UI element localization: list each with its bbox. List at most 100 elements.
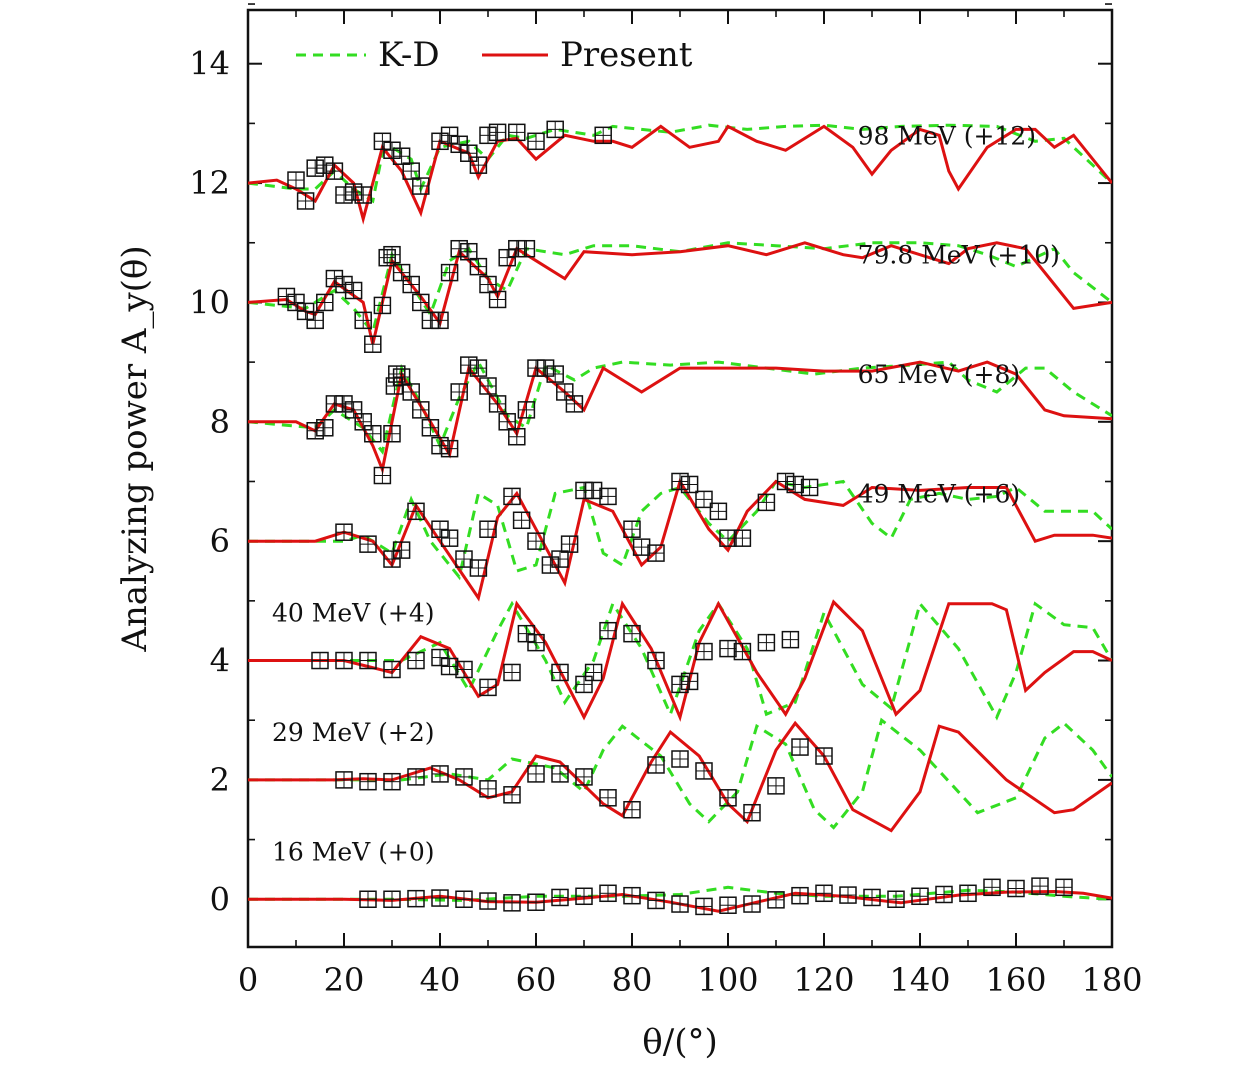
data-point bbox=[421, 419, 440, 437]
data-point bbox=[469, 359, 488, 377]
data-point bbox=[440, 439, 459, 458]
data-point bbox=[359, 651, 377, 670]
data-point bbox=[479, 377, 497, 395]
y-tick-label: 8 bbox=[210, 403, 230, 441]
data-point bbox=[407, 768, 425, 786]
data-point bbox=[508, 427, 526, 446]
data-point bbox=[632, 538, 651, 556]
kd-curve bbox=[248, 241, 1112, 336]
data-point bbox=[488, 290, 507, 309]
data-point bbox=[560, 535, 579, 553]
data-point bbox=[599, 487, 617, 506]
data-point bbox=[354, 413, 372, 431]
data-point bbox=[623, 800, 641, 819]
energy-labels-layer: 16 MeV (+0) 29 MeV (+2) 40 MeV (+4) 49 MeV … bbox=[272, 121, 1060, 866]
data-point bbox=[743, 803, 761, 822]
data-point bbox=[781, 630, 800, 649]
data-point bbox=[695, 642, 713, 661]
data-point bbox=[440, 126, 459, 145]
data-point bbox=[733, 642, 752, 661]
data-point bbox=[1031, 877, 1049, 895]
data-point bbox=[335, 771, 353, 789]
data-point bbox=[767, 777, 785, 795]
data-point bbox=[383, 772, 401, 791]
data-point bbox=[695, 897, 713, 916]
data-point bbox=[517, 239, 536, 258]
data-point bbox=[527, 532, 545, 550]
data-point bbox=[503, 663, 521, 682]
data-point bbox=[1007, 879, 1025, 898]
data-point bbox=[392, 147, 411, 165]
data-point bbox=[527, 633, 545, 652]
data-point bbox=[517, 401, 536, 419]
data-point bbox=[709, 502, 728, 521]
data-point bbox=[680, 672, 699, 691]
data-point bbox=[527, 132, 545, 151]
x-tick-label: 160 bbox=[985, 961, 1046, 999]
data-point bbox=[556, 383, 574, 401]
data-point bbox=[546, 365, 564, 383]
data-point bbox=[503, 786, 521, 804]
data-point bbox=[839, 886, 857, 904]
data-point bbox=[479, 275, 497, 294]
data-point bbox=[695, 762, 713, 780]
data-point bbox=[359, 772, 377, 791]
data-point bbox=[623, 624, 641, 643]
data-point bbox=[335, 395, 353, 413]
data-point bbox=[733, 529, 752, 547]
data-point bbox=[306, 422, 324, 440]
y-tick-label: 12 bbox=[189, 164, 230, 202]
x-tick-label: 20 bbox=[324, 961, 365, 999]
data-point bbox=[460, 356, 478, 374]
data-point bbox=[546, 120, 564, 139]
data-point bbox=[983, 878, 1001, 897]
data-point bbox=[316, 156, 334, 174]
data-point bbox=[719, 639, 737, 658]
data-point bbox=[325, 162, 344, 180]
x-tick-label: 40 bbox=[420, 961, 461, 999]
plot-frame-layer: 0 20 40 60 80 100 120 140 160 180 0 2 4 6 8 10 12 14 θ/(°)… bbox=[115, 3, 1143, 1062]
data-point bbox=[671, 750, 689, 768]
kd-curve bbox=[248, 717, 1112, 830]
data-point bbox=[407, 651, 425, 670]
data-point bbox=[344, 183, 363, 201]
data-point bbox=[373, 296, 392, 315]
data-point bbox=[647, 651, 665, 670]
data-point bbox=[431, 889, 449, 907]
present-curve bbox=[248, 599, 1112, 722]
data-point bbox=[791, 738, 809, 756]
data-point bbox=[671, 472, 689, 491]
y-tick-label: 10 bbox=[189, 283, 230, 321]
data-point bbox=[440, 657, 459, 676]
present-curve bbox=[248, 360, 1112, 475]
data-point bbox=[469, 257, 488, 276]
data-point bbox=[306, 311, 324, 330]
data-point bbox=[325, 269, 344, 288]
data-point bbox=[450, 135, 468, 154]
data-point bbox=[503, 487, 521, 506]
data-point bbox=[455, 660, 473, 679]
data-point bbox=[584, 481, 603, 500]
energy-label: 49 MeV (+6) bbox=[858, 479, 1021, 508]
data-point bbox=[287, 171, 305, 189]
data-point bbox=[359, 890, 377, 909]
data-point bbox=[469, 559, 488, 577]
data-point bbox=[508, 123, 526, 142]
data-point bbox=[296, 192, 315, 210]
present-curve bbox=[248, 124, 1112, 225]
data-point bbox=[440, 529, 459, 547]
data-point bbox=[551, 550, 569, 568]
data-point bbox=[488, 395, 507, 413]
data-point bbox=[671, 895, 689, 913]
legend-kd-label: K-D bbox=[378, 35, 440, 75]
data-point bbox=[460, 242, 478, 261]
y-tick-label: 6 bbox=[210, 522, 230, 560]
data-point bbox=[488, 123, 507, 142]
data-point bbox=[786, 475, 804, 494]
energy-label: 65 MeV (+8) bbox=[858, 360, 1021, 389]
present-curve bbox=[248, 720, 1112, 833]
data-point bbox=[479, 678, 497, 697]
data-point bbox=[402, 383, 420, 401]
data-point bbox=[479, 520, 497, 538]
data-point bbox=[344, 401, 363, 419]
